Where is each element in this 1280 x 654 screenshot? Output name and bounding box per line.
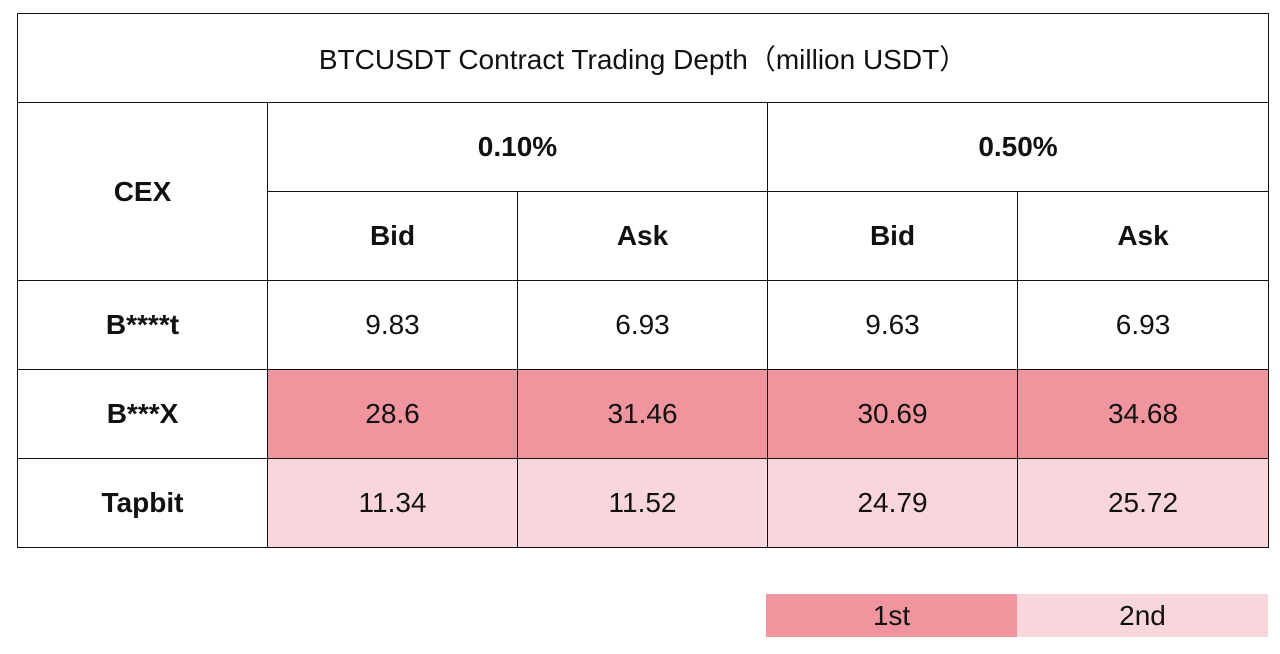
group-header-0-50: 0.50% xyxy=(766,102,1270,192)
cell-value: 6.93 xyxy=(1016,280,1270,370)
cell-value: 9.63 xyxy=(767,280,1018,370)
cell-value: 25.72 xyxy=(1016,458,1270,548)
legend-first: 1st xyxy=(766,594,1017,637)
cell-value: 31.46 xyxy=(517,369,768,459)
subheader-ask-0-50: Ask xyxy=(1016,191,1270,281)
subheader-bid-0-50: Bid xyxy=(767,191,1018,281)
table-title: BTCUSDT Contract Trading Depth（million U… xyxy=(16,13,1270,103)
cell-value: 6.93 xyxy=(517,280,768,370)
cex-header: CEX xyxy=(17,102,268,281)
legend-second: 2nd xyxy=(1017,594,1268,637)
cell-value: 24.79 xyxy=(767,458,1018,548)
row-name: Tapbit xyxy=(17,458,268,548)
cell-value: 11.52 xyxy=(517,458,768,548)
table-row: Tapbit 11.34 11.52 24.79 25.72 xyxy=(17,458,1270,548)
subheader-ask-0-10: Ask xyxy=(517,191,768,281)
rank-legend: 1st 2nd xyxy=(766,594,1268,637)
cell-value: 11.34 xyxy=(267,458,518,548)
cell-value: 34.68 xyxy=(1016,369,1270,459)
row-name: B***X xyxy=(17,369,268,459)
row-name: B****t xyxy=(17,280,268,370)
group-header-0-10: 0.10% xyxy=(267,102,768,192)
depth-table: BTCUSDT Contract Trading Depth（million U… xyxy=(16,13,1270,548)
cell-value: 28.6 xyxy=(267,369,518,459)
table-row: B****t 9.83 6.93 9.63 6.93 xyxy=(17,280,1270,370)
cell-value: 9.83 xyxy=(267,280,518,370)
subheader-bid-0-10: Bid xyxy=(267,191,518,281)
table-row: B***X 28.6 31.46 30.69 34.68 xyxy=(17,369,1270,459)
cell-value: 30.69 xyxy=(767,369,1018,459)
